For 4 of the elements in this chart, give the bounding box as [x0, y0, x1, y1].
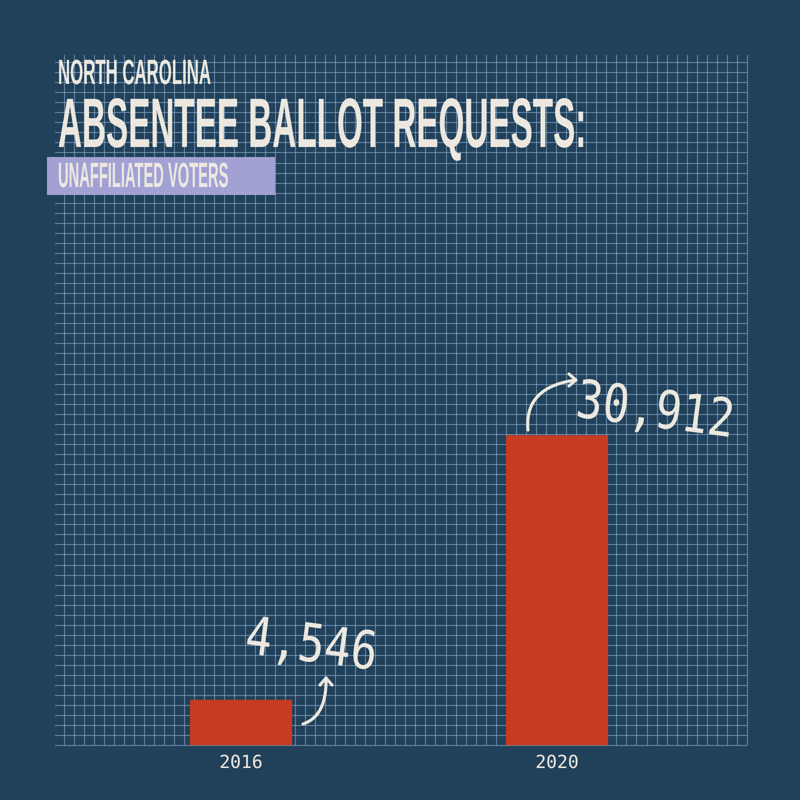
- data-label: 30,912: [572, 369, 738, 450]
- x-tick-label: 2016: [219, 752, 263, 773]
- data-label: 4,546: [242, 605, 382, 683]
- x-tick-label: 2020: [535, 752, 579, 773]
